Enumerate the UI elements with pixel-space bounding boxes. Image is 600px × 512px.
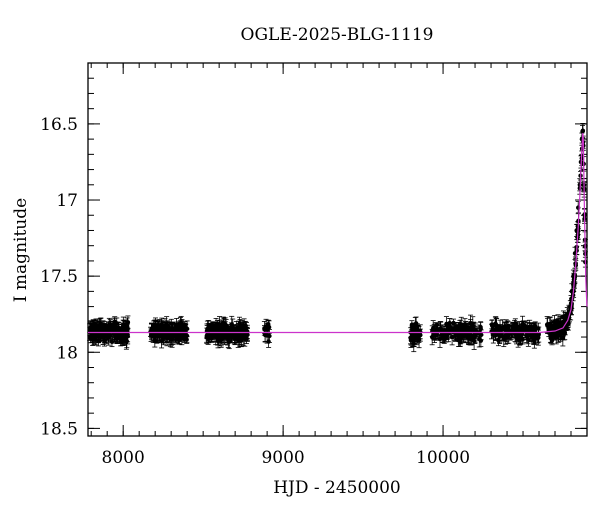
marker xyxy=(451,320,456,326)
marker xyxy=(556,332,561,337)
data-point xyxy=(123,333,129,350)
y-tick-label: 17 xyxy=(56,191,78,211)
model-curve xyxy=(88,132,588,334)
major-ticks xyxy=(88,63,587,436)
marker xyxy=(524,334,529,340)
x-tick-label: 10000 xyxy=(416,448,470,468)
marker xyxy=(149,328,154,333)
data-point xyxy=(524,330,530,343)
marker xyxy=(239,324,244,329)
marker xyxy=(411,341,416,346)
data-point xyxy=(160,327,166,344)
marker xyxy=(160,333,166,338)
marker xyxy=(220,320,226,326)
marker xyxy=(242,336,247,341)
marker xyxy=(100,326,106,331)
marker xyxy=(580,129,585,134)
data-point xyxy=(162,321,168,337)
x-tick-label: 8000 xyxy=(102,448,145,468)
data-point xyxy=(501,330,507,348)
marker xyxy=(560,336,566,341)
data-point xyxy=(416,332,422,349)
marker xyxy=(450,326,455,332)
data-point xyxy=(118,337,124,347)
marker xyxy=(463,327,469,332)
marker xyxy=(458,336,464,341)
marker xyxy=(118,339,123,344)
data-point xyxy=(213,322,219,339)
marker xyxy=(150,334,156,339)
data-point xyxy=(238,333,244,348)
data-point xyxy=(519,321,525,333)
minor-ticks xyxy=(88,63,588,436)
marker xyxy=(549,338,555,343)
data-point xyxy=(452,330,458,341)
marker xyxy=(172,327,178,332)
marker xyxy=(505,325,510,330)
y-axis-title: I magnitude xyxy=(11,198,31,302)
data-point xyxy=(107,329,113,342)
plot-area: 8000 9000 10000 16.5 17 17.5 18 18.5 xyxy=(40,62,588,468)
marker xyxy=(432,332,437,337)
y-tick-label: 17.5 xyxy=(40,267,78,287)
marker xyxy=(178,321,184,326)
marker xyxy=(239,338,244,343)
data-point xyxy=(264,327,270,344)
marker xyxy=(520,324,525,329)
marker xyxy=(413,323,418,328)
marker xyxy=(218,335,224,340)
chart-title: OGLE-2025-BLG-1119 xyxy=(241,25,434,45)
marker xyxy=(206,323,211,328)
y-tick-labels: 16.5 17 17.5 18 18.5 xyxy=(40,115,78,439)
marker xyxy=(471,338,477,344)
marker xyxy=(493,321,498,326)
marker xyxy=(452,333,458,339)
marker xyxy=(112,333,118,338)
y-tick-label: 18 xyxy=(56,343,78,363)
data-point xyxy=(155,328,161,344)
marker xyxy=(472,333,478,338)
marker xyxy=(501,336,506,341)
data-point xyxy=(206,319,212,332)
data-point xyxy=(492,316,498,331)
marker xyxy=(232,334,238,340)
marker xyxy=(465,335,470,340)
data-point xyxy=(451,318,457,328)
data-points xyxy=(87,123,588,353)
marker xyxy=(108,333,113,338)
data-point xyxy=(242,330,248,347)
data-point xyxy=(431,326,437,343)
y-tick-label: 16.5 xyxy=(40,115,78,135)
data-point xyxy=(472,327,478,344)
x-tick-label: 9000 xyxy=(261,448,304,468)
marker xyxy=(266,325,272,330)
plot-frame xyxy=(87,62,588,437)
data-point xyxy=(468,330,474,346)
y-tick-label: 18.5 xyxy=(40,419,78,439)
marker xyxy=(215,338,221,344)
marker xyxy=(264,333,270,338)
marker xyxy=(416,337,422,343)
marker xyxy=(213,328,219,333)
marker xyxy=(124,339,129,344)
data-point xyxy=(220,316,226,330)
marker xyxy=(500,325,505,330)
data-point xyxy=(112,327,118,344)
marker xyxy=(155,333,160,339)
x-axis-title: HJD - 2450000 xyxy=(273,478,401,498)
marker xyxy=(561,314,566,319)
x-tick-labels: 8000 9000 10000 xyxy=(102,448,471,468)
